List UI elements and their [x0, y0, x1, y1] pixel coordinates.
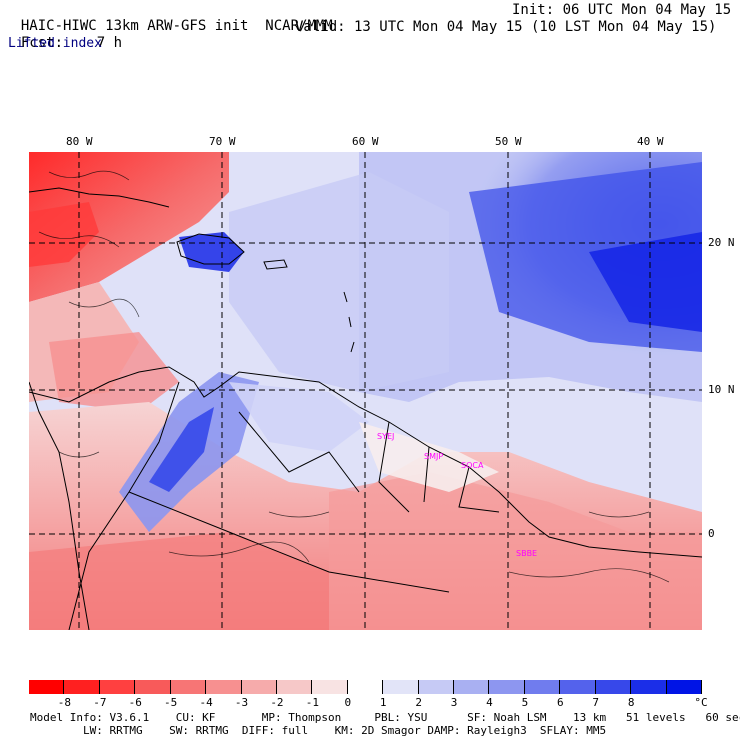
colorbar-tick-label: 8 — [627, 696, 635, 709]
colorbar-segment — [489, 680, 525, 694]
colorbar-segment — [170, 680, 207, 694]
colorbar-tick-label: 1 — [379, 696, 387, 709]
colorbar-segment — [64, 680, 100, 694]
colorbar-tick-label: -2 — [270, 696, 284, 709]
forecast-hour: Fcst: 7 h — [20, 35, 123, 51]
lon-label-70w: 70 W — [209, 135, 236, 148]
colorbar-tick-label: 7 — [592, 696, 600, 709]
colorbar-tick-label: 4 — [486, 696, 493, 709]
lat-label-0: 0 — [708, 527, 715, 540]
station-label: SMJP — [424, 452, 444, 461]
colorbar-segment — [29, 680, 65, 694]
colorbar-segment — [418, 680, 455, 694]
colorbar-segment — [524, 680, 561, 694]
lon-label-80w: 80 W — [66, 135, 93, 148]
colorbar-tick-label: 6 — [557, 696, 564, 709]
station-label: SBBE — [516, 549, 538, 558]
model-info-line2: LW: RRTMG SW: RRTMG DIFF: full KM: 2D Sm… — [30, 724, 607, 737]
colorbar-tick-label: 5 — [521, 696, 529, 709]
valid-time: Valid: 13 UTC Mon 04 May 15 (10 LST Mon … — [295, 19, 717, 35]
colorbar-tick-label: -7 — [93, 696, 107, 709]
colorbar-segment — [383, 680, 419, 694]
colorbar-segment — [347, 680, 384, 694]
colorbar-tick-label: -1 — [305, 696, 319, 709]
colorbar-unit: °C — [694, 696, 708, 709]
colorbar-segment — [206, 680, 242, 694]
colorbar-segment — [454, 680, 490, 694]
colorbar-segment — [135, 680, 171, 694]
colorbar-segment — [595, 680, 632, 694]
station-label: SOCA — [461, 461, 484, 470]
colorbar-tick-label: -5 — [164, 696, 178, 709]
colorbar-segment — [560, 680, 596, 694]
lat-label-10n: 10 N — [708, 383, 735, 396]
lon-label-60w: 60 W — [352, 135, 379, 148]
colorbar-segment — [631, 680, 667, 694]
colorbar-tick-label: -4 — [199, 696, 213, 709]
colorbar-segment — [99, 680, 136, 694]
colorbar-tick-label: -6 — [128, 696, 142, 709]
colorbar-tick-label: 3 — [450, 696, 458, 709]
colorbar-segment — [276, 680, 313, 694]
field-name: Lifted index — [8, 36, 102, 51]
init-time: Init: 06 UTC Mon 04 May 15 — [512, 2, 732, 18]
lifted-index-map: SYEJ SMJP SOCA SBBE — [29, 152, 702, 630]
model-title: HAIC-HIWC 13km ARW-GFS init NCAR/MMM — [20, 18, 333, 34]
colorbar-segment — [666, 680, 702, 694]
colorbar — [29, 680, 702, 694]
lon-label-50w: 50 W — [495, 135, 522, 148]
model-info-line1: Model Info: V3.6.1 CU: KF MP: Thompson P… — [30, 711, 740, 724]
colorbar-tick-label: 2 — [415, 696, 422, 709]
colorbar-tick-label: 0 — [344, 696, 352, 709]
colorbar-segment — [241, 680, 277, 694]
colorbar-tick-label: -8 — [57, 696, 72, 709]
lon-label-40w: 40 W — [637, 135, 664, 148]
station-label: SYEJ — [377, 432, 395, 441]
lat-label-20n: 20 N — [708, 236, 735, 249]
colorbar-segment — [312, 680, 348, 694]
colorbar-tick-label: -3 — [234, 696, 249, 709]
